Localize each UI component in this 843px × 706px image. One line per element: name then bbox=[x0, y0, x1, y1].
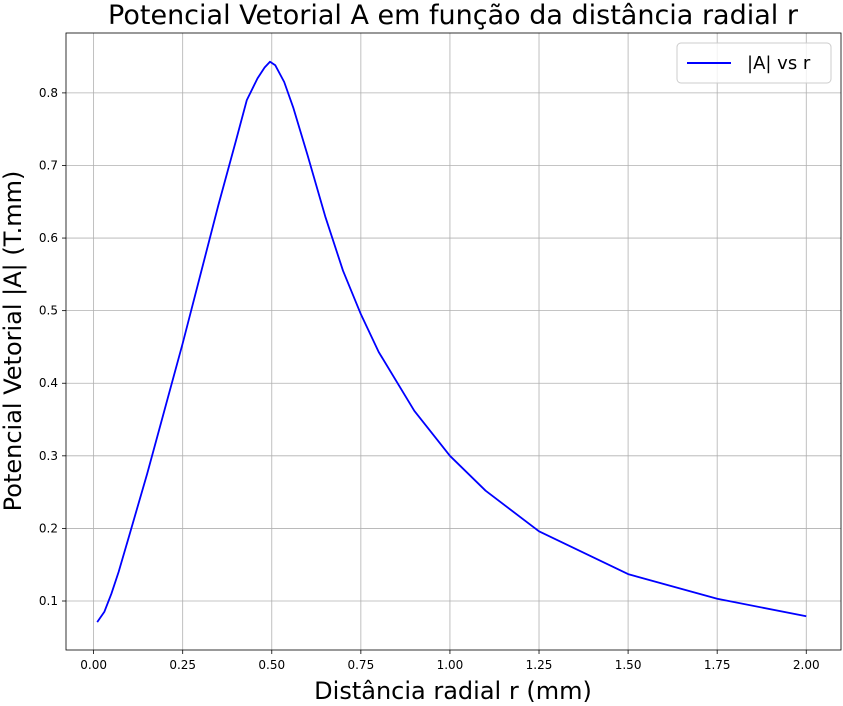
y-tick-label: 0.2 bbox=[39, 521, 58, 535]
x-tick-label: 1.00 bbox=[437, 658, 464, 672]
legend-entry-label: |A| vs r bbox=[747, 53, 811, 74]
y-tick-label: 0.6 bbox=[39, 231, 58, 245]
plot-frame bbox=[65, 32, 842, 651]
x-tick-label: 0.50 bbox=[258, 658, 285, 672]
x-tick-label: 0.75 bbox=[347, 658, 374, 672]
x-tick-label: 0.00 bbox=[80, 658, 107, 672]
y-tick-label: 0.3 bbox=[39, 449, 58, 463]
y-tick-label: 0.1 bbox=[39, 594, 58, 608]
y-tick-label: 0.4 bbox=[39, 376, 58, 390]
y-tick-label: 0.5 bbox=[39, 304, 58, 318]
x-tick-label: 1.25 bbox=[526, 658, 553, 672]
series-layer bbox=[96, 60, 807, 623]
x-tick-label: 2.00 bbox=[793, 658, 820, 672]
x-axis-label: Distância radial r (mm) bbox=[314, 677, 592, 705]
grid bbox=[66, 33, 841, 650]
legend-box bbox=[676, 42, 832, 84]
y-tick-label: 0.8 bbox=[39, 86, 58, 100]
x-tick-label: 1.75 bbox=[704, 658, 731, 672]
series-line bbox=[96, 60, 807, 623]
ticks: 0.00 0.25 0.50 0.75 1.00 1.25 1.50 1.75 2.00 0.1 0… bbox=[39, 86, 820, 672]
x-tick-label: 1.50 bbox=[615, 658, 642, 672]
legend: |A| vs r bbox=[676, 42, 832, 84]
y-axis-label: Potencial Vetorial |A| (T.mm) bbox=[0, 171, 27, 512]
chart-title: Potencial Vetorial A em função da distân… bbox=[108, 0, 799, 31]
y-tick-label: 0.7 bbox=[39, 158, 58, 172]
x-tick-label: 0.25 bbox=[169, 658, 196, 672]
